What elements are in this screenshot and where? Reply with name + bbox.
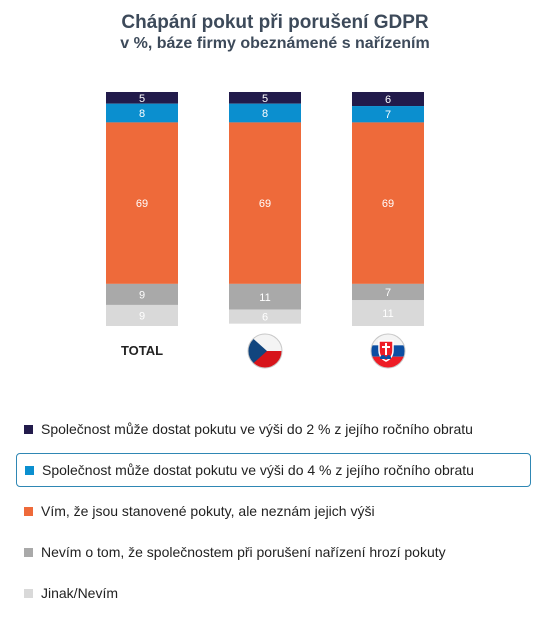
legend-label: Nevím o tom, že společnostem při porušen… <box>41 544 446 560</box>
legend-swatch <box>24 588 33 598</box>
bar-data-label: 69 <box>136 198 148 210</box>
stacked-bar-chart: 5 8 69 9 9 TOTAL 5 8 69 11 6 6 7 69 7 11 <box>106 92 424 369</box>
legend-label: Společnost může dostat pokutu ve výši do… <box>42 462 474 478</box>
bar-segment-s3-c1 <box>229 283 301 310</box>
legend-item: Jinak/Nevím <box>16 576 531 610</box>
bar-data-label: 8 <box>139 108 145 120</box>
legend-label: Vím, že jsou stanovené pokuty, ale nezná… <box>41 503 375 519</box>
legend-item: Vím, že jsou stanovené pokuty, ale nezná… <box>16 494 531 528</box>
bar-data-label: 5 <box>262 93 268 105</box>
bar-segment-s4-c1 <box>229 309 301 324</box>
legend-item: Společnost může dostat pokutu ve výši do… <box>16 453 531 487</box>
chart-legend: Společnost může dostat pokutu ve výši do… <box>16 412 531 617</box>
legend-item: Nevím o tom, že společnostem při porušen… <box>16 535 531 569</box>
category-label: TOTAL <box>121 343 163 358</box>
bar-data-label: 9 <box>139 289 145 301</box>
bar-segment-s1-c1 <box>229 103 301 123</box>
bar-segment-s1-c0 <box>106 103 178 123</box>
bar-data-label: 9 <box>139 310 145 322</box>
legend-swatch <box>24 424 33 434</box>
bar-data-label: 8 <box>262 108 268 120</box>
bar-segment-s2-c0 <box>106 122 178 284</box>
slovak-flag-icon <box>370 333 406 369</box>
legend-label: Společnost může dostat pokutu ve výši do… <box>41 421 473 437</box>
bar-segment-s3-c0 <box>106 283 178 305</box>
bar-data-label: 69 <box>259 198 271 210</box>
bar-data-label: 11 <box>382 308 393 320</box>
bar-segment-s2-c1 <box>229 122 301 284</box>
chart-title: Chápání pokut při porušení GDPR <box>121 12 429 33</box>
bar-data-label: 6 <box>262 312 268 324</box>
bar-segment-s0-c0 <box>106 92 178 104</box>
bar-data-label: 5 <box>139 93 145 105</box>
chart-subtitle: v %, báze firmy obeznámené s nařízením <box>120 35 430 52</box>
legend-swatch <box>24 506 33 516</box>
bar-data-label: 11 <box>259 292 270 304</box>
czech-flag-icon <box>247 333 283 369</box>
bar-data-label: 7 <box>385 287 391 299</box>
bar-segment-s0-c1 <box>229 92 301 104</box>
bar-segment-s0-c2 <box>352 92 424 107</box>
legend-label: Jinak/Nevím <box>41 585 119 601</box>
bar-segment-s2-c2 <box>352 122 424 284</box>
bar-data-label: 7 <box>385 109 391 121</box>
legend-item: Společnost může dostat pokutu ve výši do… <box>16 412 531 446</box>
bar-segment-s1-c2 <box>352 106 424 123</box>
legend-swatch <box>25 465 34 475</box>
legend-swatch <box>24 547 33 557</box>
bar-data-label: 6 <box>385 94 391 106</box>
bar-segment-s3-c2 <box>352 283 424 301</box>
bar-segment-s4-c0 <box>106 304 178 326</box>
bar-data-label: 69 <box>382 198 394 210</box>
bar-segment-s4-c2 <box>352 300 424 326</box>
